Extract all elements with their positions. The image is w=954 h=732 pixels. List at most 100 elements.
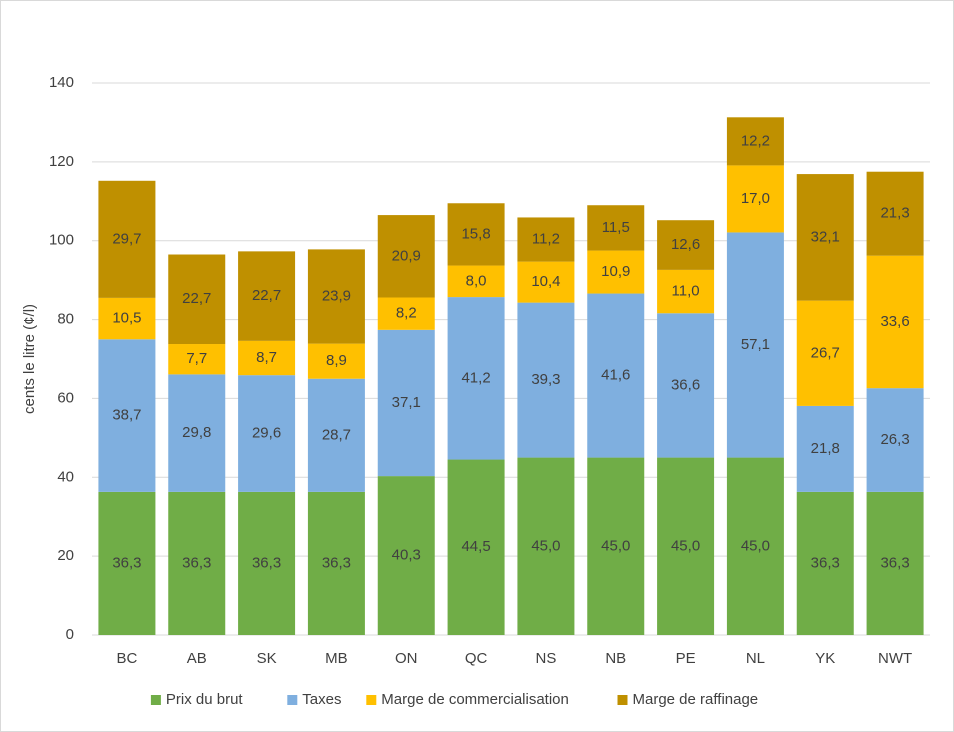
data-label: 10,9 [601,263,630,280]
y-tick-label: 40 [57,468,74,485]
y-tick-label: 120 [49,153,74,170]
data-label: 36,6 [671,376,700,393]
data-label: 40,3 [392,547,421,564]
y-tick-label: 60 [57,389,74,406]
y-tick-label: 20 [57,547,74,564]
data-label: 7,7 [186,350,207,367]
data-label: 17,0 [741,190,770,207]
bar-segment [238,375,296,492]
x-tick-label: NS [535,650,556,667]
data-label: 12,2 [741,132,770,149]
bar-segment [168,374,226,492]
x-tick-label: ON [395,650,418,667]
bar-segment [98,180,156,298]
data-label: 44,5 [461,538,490,555]
bar-segment [98,491,156,635]
bar-segment [726,165,784,233]
bar-segment [657,457,715,635]
data-label: 8,0 [466,272,487,289]
bar-segment [866,388,924,492]
x-tick-label: PE [676,650,696,667]
data-label: 37,1 [392,394,421,411]
bar-segment [726,117,784,166]
legend-swatch [150,695,161,705]
bar-segment [517,261,575,303]
data-label: 45,0 [601,537,630,554]
bar-segment [238,340,296,376]
data-label: 8,9 [326,352,347,369]
bar-segment [377,297,435,330]
y-axis-label: cents le litre (¢/l) [21,304,38,414]
data-label: 28,7 [322,426,351,443]
data-label: 33,6 [880,313,909,330]
data-label: 41,6 [601,367,630,384]
bar-segment [447,265,505,298]
data-label: 36,3 [811,554,840,571]
bar-segment [168,254,226,345]
x-tick-label: SK [257,650,277,667]
data-label: 21,8 [811,440,840,457]
bar-segment [796,174,854,301]
data-label: 57,1 [741,336,770,353]
data-label: 12,6 [671,236,700,253]
bar-segment [517,217,575,262]
legend-label: Marge de raffinage [633,691,759,708]
bar-segment [307,343,365,379]
x-tick-label: BC [116,650,137,667]
legend-swatch [617,695,628,705]
bar-segment [587,293,645,458]
bar-segment [307,378,365,492]
data-label: 11,2 [532,231,560,248]
bar-segment [657,313,715,458]
x-tick-label: NWT [878,650,912,667]
data-label: 32,1 [811,228,840,245]
data-label: 23,9 [322,287,351,304]
y-tick-label: 100 [49,232,74,249]
x-tick-label: YK [815,650,835,667]
data-label: 20,9 [392,247,421,264]
bar-segment [657,220,715,270]
data-label: 8,7 [256,349,277,366]
bar-segment [866,171,924,256]
x-tick-label: NL [746,650,765,667]
y-tick-label: 140 [49,74,74,91]
x-tick-label: AB [187,650,207,667]
bar-segment [307,249,365,344]
x-tick-label: NB [605,650,626,667]
bar-segment [517,302,575,458]
data-label: 11,5 [602,219,630,236]
data-label: 36,3 [252,554,281,571]
data-label: 29,6 [252,424,281,441]
bar-segment [866,491,924,635]
data-label: 10,5 [112,310,141,327]
data-label: 29,7 [112,230,141,247]
data-label: 36,3 [182,554,211,571]
bar-segment [447,297,505,460]
bar-segment [377,476,435,635]
bar-segment [796,405,854,492]
bar-segment [587,457,645,635]
data-label: 8,2 [396,305,417,322]
data-label: 22,7 [252,287,281,304]
bar-segment [866,255,924,389]
bar-segment [168,344,226,375]
data-label: 45,0 [531,537,560,554]
bar-segment [447,203,505,266]
data-label: 45,0 [741,537,770,554]
data-label: 41,2 [461,369,490,386]
bar-segment [517,457,575,635]
bar-segment [98,339,156,492]
legend-swatch [287,695,298,705]
bar-segment [726,232,784,458]
legend-swatch [366,695,377,705]
data-label: 38,7 [112,407,141,424]
bar-segment [587,250,645,294]
bar-segment [238,491,296,635]
data-label: 29,8 [182,424,211,441]
bar-segment [377,329,435,477]
data-label: 39,3 [531,371,560,388]
data-label: 22,7 [182,290,211,307]
data-label: 10,4 [531,273,560,290]
x-tick-label: MB [325,650,348,667]
